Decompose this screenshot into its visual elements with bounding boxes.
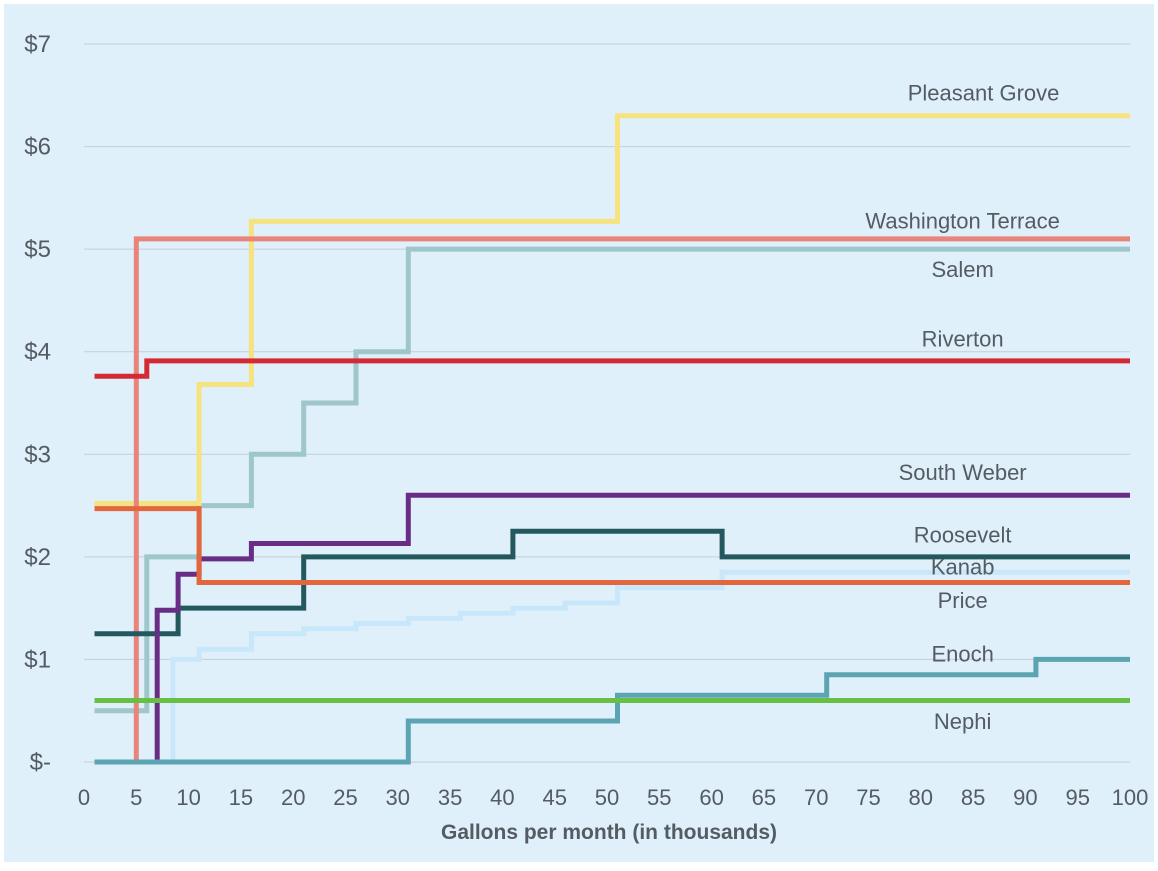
series-labels: Pleasant Grove Washington Terrace Salem Riv…	[865, 80, 1059, 734]
series-line-kanab	[170, 569, 1130, 762]
series-label-salem: Salem	[931, 257, 993, 282]
series-line-enoch	[94, 656, 1130, 765]
y-axis-ticks: $- $1 $2 $3 $4 $5 $6 $7	[24, 31, 51, 776]
y-tick-label: $-	[30, 749, 51, 776]
series-line-price	[94, 506, 1130, 585]
x-tick-label: 20	[281, 785, 305, 810]
x-tick-label: 10	[176, 785, 200, 810]
y-tick-label: $3	[24, 441, 51, 468]
x-tick-label: 65	[752, 785, 776, 810]
series-label-kanab: Kanab	[931, 554, 995, 579]
x-tick-label: 75	[856, 785, 880, 810]
series-label-riverton: Riverton	[922, 327, 1004, 352]
series-line-roosevelt	[94, 528, 1130, 637]
x-axis-label: Gallons per month (in thousands)	[441, 821, 777, 844]
series-line-riverton	[94, 358, 1130, 379]
x-tick-label: 90	[1013, 785, 1037, 810]
series-lines	[94, 113, 1130, 765]
x-tick-label: 35	[438, 785, 462, 810]
y-tick-label: $5	[24, 236, 51, 263]
x-axis-ticks: 0 5 10 15 20 25 30 35 40 45 50 55 60 65 70 75 80 85 90 95 10…	[78, 785, 1148, 810]
x-tick-label: 100	[1112, 785, 1149, 810]
x-tick-label: 40	[490, 785, 514, 810]
series-label-pleasant-grove: Pleasant Grove	[908, 80, 1060, 105]
series-line-salem	[94, 246, 1130, 714]
x-tick-label: 70	[804, 785, 828, 810]
y-tick-label: $6	[24, 134, 51, 161]
x-tick-label: 85	[961, 785, 985, 810]
y-tick-label: $4	[24, 339, 51, 366]
y-tick-label: $2	[24, 544, 51, 571]
y-tick-label: $1	[24, 646, 51, 673]
series-label-roosevelt: Roosevelt	[914, 522, 1012, 547]
x-tick-label: 0	[78, 785, 90, 810]
series-label-price: Price	[938, 588, 988, 613]
x-tick-label: 55	[647, 785, 671, 810]
x-tick-label: 5	[130, 785, 142, 810]
series-label-washington-terrace: Washington Terrace	[865, 209, 1059, 234]
x-tick-label: 45	[542, 785, 566, 810]
series-label-south-weber: South Weber	[899, 460, 1027, 485]
x-tick-label: 25	[333, 785, 357, 810]
series-line-pleasant-grove	[94, 113, 1130, 506]
series-label-enoch: Enoch	[931, 641, 993, 666]
x-tick-label: 80	[909, 785, 933, 810]
x-tick-label: 30	[386, 785, 410, 810]
x-tick-label: 50	[595, 785, 619, 810]
x-tick-label: 60	[699, 785, 723, 810]
y-tick-label: $7	[24, 31, 51, 58]
series-label-nephi: Nephi	[934, 709, 991, 734]
x-tick-label: 15	[229, 785, 253, 810]
x-tick-label: 95	[1065, 785, 1089, 810]
